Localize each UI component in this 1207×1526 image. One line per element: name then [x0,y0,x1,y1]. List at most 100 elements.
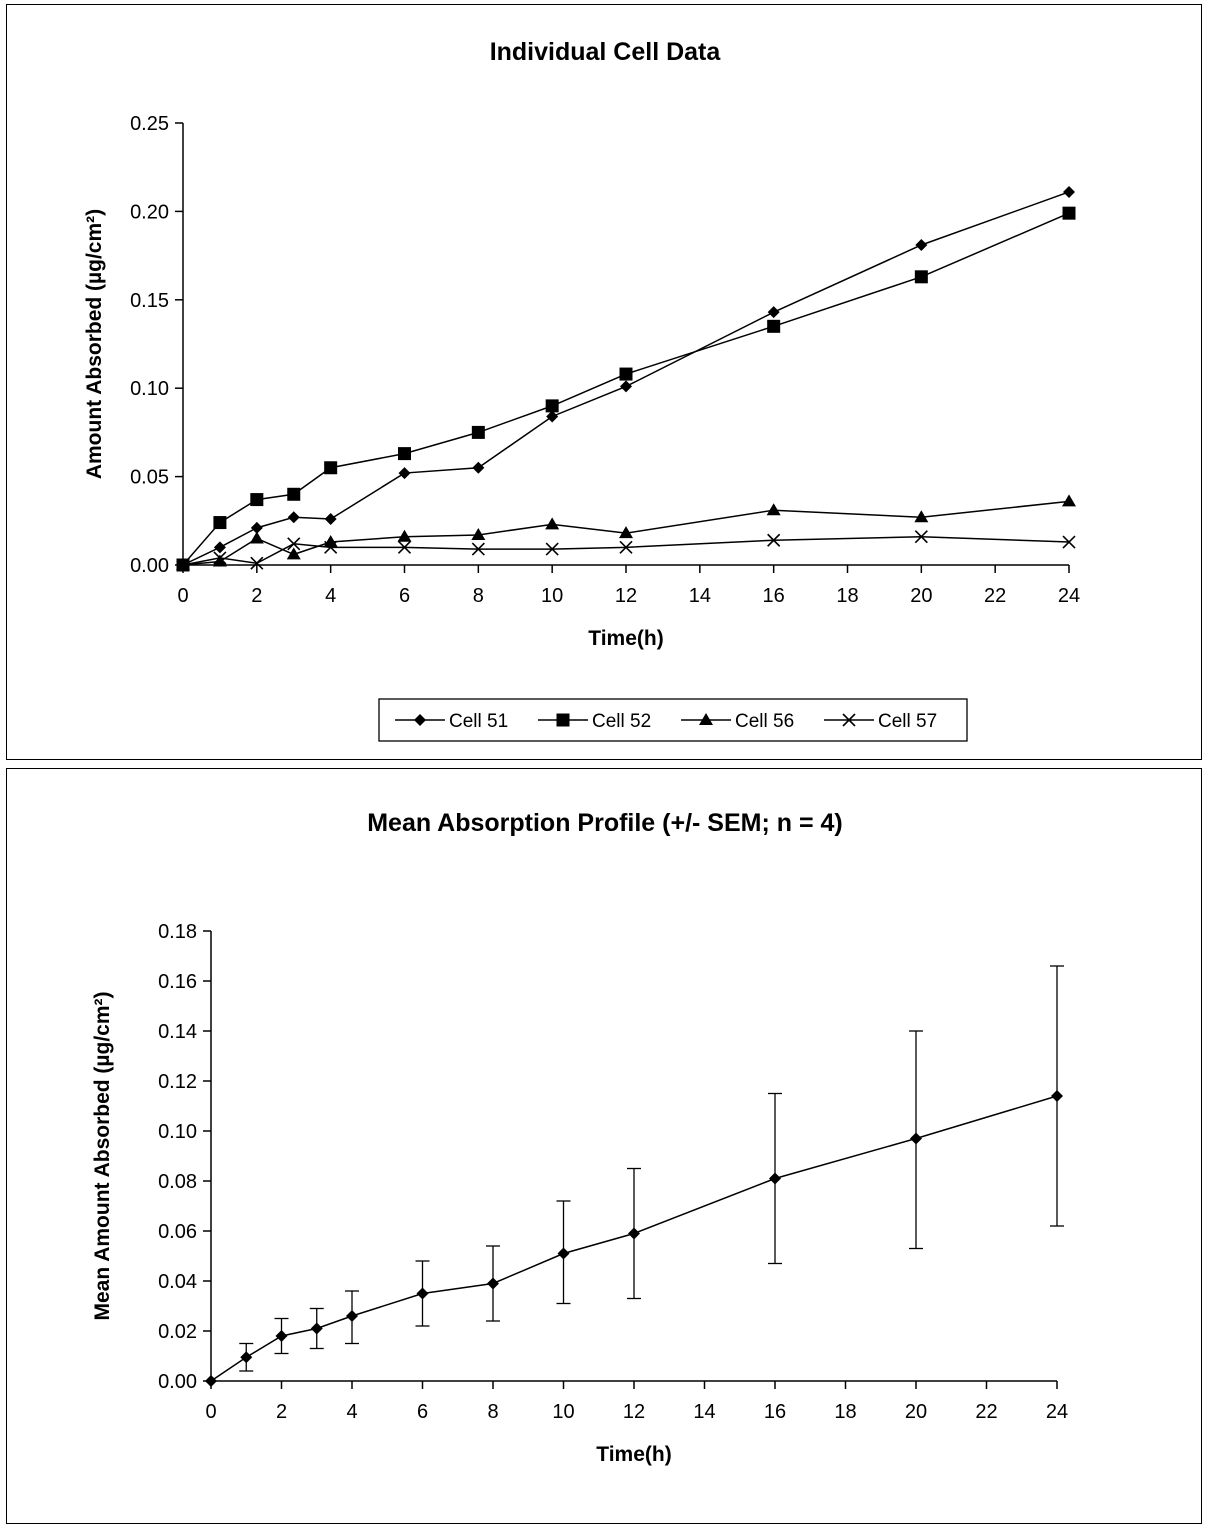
y-tick-label: 0.25 [130,113,169,135]
data-point [766,503,781,516]
legend-label: Cell 52 [592,711,651,732]
mean-absorption-chart-panel: Mean Absorption Profile (+/- SEM; n = 4)… [6,768,1202,1524]
legend-item: Cell 51 [395,711,508,732]
data-point [310,1322,323,1335]
x-tick-label: 20 [910,585,932,607]
y-tick-label: 0.00 [158,1371,197,1393]
data-point [545,399,559,413]
data-point [250,521,263,534]
x-tick-label: 10 [552,1401,574,1423]
data-point [397,540,412,554]
data-point [546,410,559,423]
legend-marker [842,713,856,727]
data-point [1063,185,1075,198]
data-point [213,541,226,554]
x-axis-title: Time(h) [588,627,663,650]
y-tick-label: 0.08 [158,1171,197,1193]
data-point [249,531,264,544]
x-tick-label: 6 [399,585,410,607]
data-point [287,511,300,524]
legend-label: Cell 57 [878,711,937,732]
x-tick-label: 16 [763,585,785,607]
data-point [1062,494,1076,507]
x-tick-label: 22 [984,585,1006,607]
x-tick-label: 18 [834,1401,856,1423]
data-point [619,526,633,539]
y-tick-label: 0.00 [130,555,169,577]
data-point [416,1287,429,1300]
data-point [250,556,264,570]
data-point [205,1375,217,1387]
y-tick-label: 0.02 [158,1321,197,1343]
data-point [767,306,780,319]
x-tick-label: 12 [615,585,637,607]
legend-marker [414,714,426,726]
x-axis-title: Time(h) [596,1443,671,1466]
chart-title: Individual Cell Data [490,38,722,66]
x-tick-label: 14 [693,1401,715,1423]
data-point [471,527,486,540]
series-cell-52 [176,206,1076,572]
x-tick-label: 2 [251,585,262,607]
y-tick-label: 0.12 [158,1071,197,1093]
series-line [182,191,1070,566]
data-point [557,1247,570,1260]
legend: Cell 51 Cell 52 Cell 56 Cell 57 [378,698,968,742]
legend-item: Cell 57 [824,711,937,732]
data-point [620,380,632,393]
data-point [545,542,559,556]
y-tick-label: 0.10 [158,1121,197,1143]
x-tick-label: 24 [1046,1401,1068,1423]
data-point [287,487,301,501]
data-point [287,537,301,551]
data-point [471,425,485,439]
x-tick-label: 22 [975,1401,997,1423]
x-tick-label: 12 [623,1401,645,1423]
x-tick-label: 2 [276,1401,287,1423]
y-tick-label: 0.20 [130,201,169,223]
x-tick-label: 16 [764,1401,786,1423]
data-point [910,1132,922,1145]
legend-marker [699,713,713,725]
y-tick-label: 0.10 [130,378,169,400]
x-tick-label: 18 [836,585,858,607]
data-point [914,510,929,523]
chart-svg: Mean Absorption Profile (+/- SEM; n = 4)… [91,809,1068,1466]
legend-label: Cell 56 [735,711,794,732]
data-point [628,1227,640,1240]
x-tick-label: 0 [177,585,188,607]
data-point [212,554,227,567]
data-point [1051,1090,1063,1102]
data-point [324,540,338,554]
x-tick-label: 6 [417,1401,428,1423]
data-point [286,547,301,560]
data-point [213,516,227,530]
y-axis-title: Mean Amount Absorbed (µg/cm²) [91,991,114,1320]
data-point [1062,535,1076,549]
x-tick-label: 24 [1058,585,1080,607]
y-tick-label: 0.16 [158,971,197,993]
data-point [767,533,781,547]
x-tick-label: 14 [689,585,711,607]
data-point [1062,206,1076,220]
legend-item: Cell 56 [681,711,794,732]
data-point [397,529,412,542]
series-line [182,535,1070,566]
chart-svg: Individual Cell Data 0.00 0.05 0.10 0.15 0.20… [83,38,1080,742]
data-point [324,461,338,475]
chart-title: Mean Absorption Profile (+/- SEM; n = 4) [367,809,843,837]
data-point [619,367,633,381]
data-point [398,447,411,461]
y-tick-label: 0.04 [158,1271,197,1293]
data-point [324,513,337,526]
data-point [767,319,781,333]
series-cell-57 [176,530,1076,572]
x-tick-label: 4 [325,585,336,607]
data-point [472,461,485,474]
individual-cell-chart-panel: Individual Cell Data 0.00 0.05 0.10 0.15 0.20… [6,4,1202,760]
data-point [619,540,633,554]
legend-item: Cell 52 [538,711,651,732]
data-point [769,1172,781,1185]
series-mean [205,965,1064,1387]
legend-marker [556,713,570,727]
